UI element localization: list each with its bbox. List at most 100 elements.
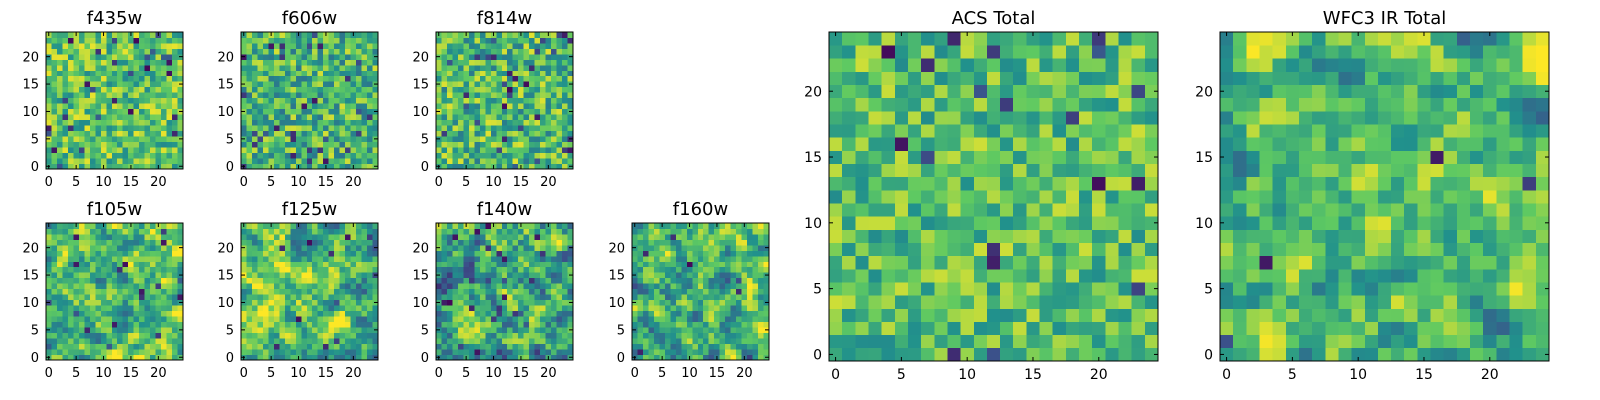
heatmap-cell: [436, 277, 442, 284]
heatmap-cell: [339, 288, 346, 295]
heatmap-cell: [166, 103, 173, 110]
heatmap-cell: [95, 244, 102, 251]
heatmap-cell: [496, 103, 503, 110]
heatmap-cell: [290, 266, 297, 273]
heatmap-cell: [921, 308, 935, 322]
heatmap-cell: [921, 242, 935, 257]
heatmap-cell: [89, 125, 96, 132]
heatmap-cell: [111, 233, 118, 240]
heatmap-cell: [172, 283, 178, 290]
heatmap-cell: [545, 86, 552, 93]
heatmap-cell: [562, 70, 568, 77]
heatmap-cell: [273, 332, 280, 339]
heatmap-cell: [78, 141, 85, 148]
heatmap-cell: [452, 42, 459, 49]
x-tick-label: 10: [95, 366, 112, 381]
heatmap-cell: [512, 53, 519, 60]
heatmap-cell: [675, 266, 682, 273]
heatmap-cell: [166, 338, 173, 344]
heatmap-cell: [556, 42, 563, 49]
heatmap-cell: [301, 310, 308, 317]
heatmap-cell: [339, 37, 346, 44]
heatmap-cell: [567, 70, 574, 77]
heatmap-cell: [284, 354, 291, 361]
heatmap-cell: [144, 321, 151, 328]
heatmap-cell: [295, 158, 302, 164]
heatmap-cell: [468, 163, 475, 170]
heatmap-cell: [312, 136, 319, 142]
heatmap-cell: [295, 37, 302, 44]
heatmap-cell: [133, 152, 140, 159]
heatmap-cell: [95, 130, 102, 137]
heatmap-cell: [312, 233, 319, 240]
heatmap-cell: [361, 152, 368, 159]
heatmap-cell: [67, 125, 74, 132]
heatmap-cell: [485, 223, 492, 229]
heatmap-cell: [284, 37, 291, 44]
heatmap-cell: [907, 321, 922, 336]
heatmap-cell: [67, 92, 74, 99]
heatmap-cell: [155, 316, 162, 323]
heatmap-cell: [301, 37, 308, 44]
heatmap-cell: [144, 97, 151, 104]
heatmap-cell: [268, 158, 275, 164]
heatmap-cell: [144, 136, 151, 142]
heatmap-cell: [95, 349, 102, 355]
heatmap-cell: [479, 244, 486, 251]
heatmap-cell: [540, 32, 546, 38]
heatmap-cell: [111, 354, 118, 361]
heatmap-cell: [1105, 347, 1119, 362]
heatmap-cell: [273, 147, 280, 153]
heatmap-cell: [446, 92, 453, 99]
heatmap-cell: [279, 239, 286, 246]
heatmap-cell: [144, 343, 151, 350]
x-tick-label: 10: [290, 366, 307, 381]
heatmap-cell: [653, 250, 660, 257]
heatmap-cell: [150, 108, 156, 115]
heatmap-cell: [155, 338, 162, 344]
heatmap-cell: [111, 261, 118, 268]
heatmap-cell: [479, 97, 486, 104]
heatmap-cell: [290, 321, 297, 328]
heatmap-cell: [868, 295, 883, 309]
heatmap-cell: [446, 152, 453, 159]
heatmap-cell: [512, 81, 519, 88]
heatmap-cell: [540, 119, 546, 126]
heatmap-cell: [356, 223, 362, 229]
heatmap-cell: [659, 338, 666, 344]
heatmap-cell: [84, 327, 91, 333]
heatmap-cell: [960, 176, 975, 191]
heatmap-cell: [534, 53, 541, 60]
heatmap-cell: [312, 266, 319, 273]
heatmap-cell: [512, 59, 519, 66]
heatmap-cell: [312, 321, 319, 328]
heatmap-cell: [512, 223, 519, 229]
heatmap-cell: [279, 59, 286, 66]
heatmap-cell: [345, 119, 351, 126]
heatmap-cell: [328, 228, 335, 235]
heatmap-cell: [177, 283, 184, 290]
heatmap-cell: [73, 48, 80, 55]
heatmap-cell: [144, 32, 151, 38]
heatmap-cell: [339, 343, 346, 350]
heatmap-cell: [670, 294, 677, 301]
heatmap-cell: [881, 282, 896, 296]
heatmap-cell: [855, 282, 869, 296]
heatmap-cell: [262, 141, 269, 148]
heatmap-cell: [725, 233, 732, 240]
heatmap-cell: [855, 189, 869, 204]
heatmap-cell: [653, 354, 660, 361]
heatmap-cell: [284, 42, 291, 49]
heatmap-cell: [241, 158, 247, 164]
heatmap-cell: [306, 261, 313, 268]
heatmap-cell: [246, 147, 253, 153]
heatmap-cell: [556, 266, 563, 273]
heatmap-cell: [73, 310, 80, 317]
heatmap-cell: [111, 305, 118, 312]
heatmap-cell: [262, 81, 269, 88]
heatmap-cell: [714, 332, 721, 339]
heatmap-cell: [1144, 229, 1159, 243]
heatmap-cell: [356, 32, 362, 38]
heatmap-cell: [562, 294, 568, 301]
heatmap-cell: [334, 163, 341, 170]
